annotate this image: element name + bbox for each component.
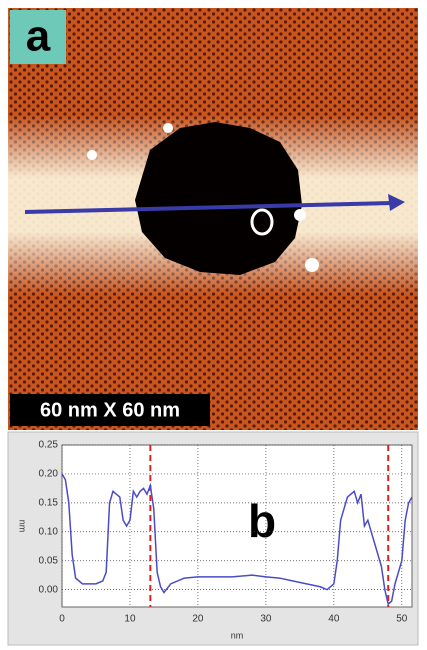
y-tick-label: 0.25 (39, 440, 59, 451)
x-tick-label: 40 (328, 614, 340, 625)
scale-label: 60 nm X 60 nm (40, 399, 180, 421)
bright-spot (87, 150, 97, 160)
panel-label: a (26, 12, 51, 61)
marker-circle (250, 208, 274, 236)
y-tick-label: 0.15 (39, 497, 59, 508)
bright-spot (294, 209, 306, 221)
x-tick-label: 10 (124, 614, 136, 625)
y-tick-label: 0.05 (39, 555, 59, 566)
x-tick-label: 0 (59, 614, 65, 625)
x-tick-label: 20 (192, 614, 204, 625)
x-tick-label: 50 (396, 614, 408, 625)
bright-spot (163, 123, 173, 133)
bright-spot (305, 258, 319, 272)
dark-region (135, 122, 302, 275)
panel-label: b (248, 495, 276, 547)
scale-box (10, 394, 210, 426)
y-tick-label: 0.10 (39, 526, 59, 537)
y-axis-label: nm (18, 520, 28, 533)
x-tick-label: 30 (260, 614, 272, 625)
y-tick-label: 0.00 (39, 584, 59, 595)
y-tick-label: 0.20 (39, 469, 59, 480)
x-axis-label: nm (231, 630, 244, 640)
profile-line (61, 473, 413, 606)
profile-arrow (24, 201, 393, 214)
stm-image: a 60 nm X 60 nm (8, 8, 418, 430)
arrow-head (388, 194, 405, 211)
label-box (10, 10, 66, 64)
plot-area (61, 444, 413, 608)
